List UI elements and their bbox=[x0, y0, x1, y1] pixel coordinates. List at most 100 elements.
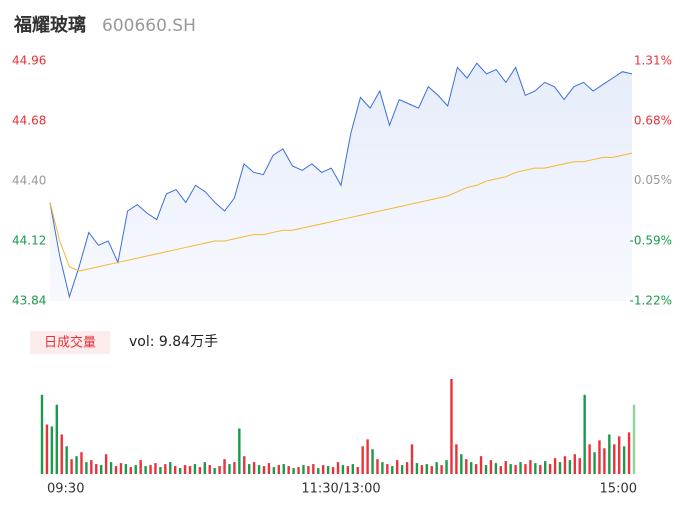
volume-bar bbox=[326, 466, 330, 474]
volume-bar bbox=[331, 467, 335, 474]
volume-bar bbox=[277, 465, 280, 474]
volume-bar bbox=[307, 466, 310, 474]
volume-bar bbox=[85, 462, 88, 474]
y-tick-label: 44.68 bbox=[12, 114, 46, 128]
y2-tick-label: 1.31% bbox=[634, 54, 672, 68]
volume-bar bbox=[386, 464, 389, 474]
volume-bar bbox=[90, 460, 93, 474]
volume-bar bbox=[618, 436, 621, 474]
volume-bar bbox=[598, 440, 601, 474]
volume-bar bbox=[272, 467, 276, 474]
volume-bar bbox=[129, 467, 132, 474]
volume-bar bbox=[312, 464, 315, 474]
volume-bar bbox=[336, 462, 340, 474]
volume-bar bbox=[75, 456, 78, 474]
volume-bar bbox=[381, 462, 384, 474]
volume-bar bbox=[228, 464, 231, 474]
volume-bar bbox=[50, 426, 54, 474]
x-tick-label: 15:00 bbox=[600, 482, 637, 497]
volume-bar bbox=[262, 466, 266, 474]
volume-bar bbox=[346, 466, 350, 474]
volume-bar bbox=[519, 462, 522, 474]
volume-bar bbox=[588, 444, 591, 474]
volume-bar bbox=[440, 465, 443, 474]
x-tick-label: 09:30 bbox=[47, 482, 84, 497]
volume-bar bbox=[65, 446, 68, 474]
volume-bar bbox=[553, 458, 557, 474]
volume-bar bbox=[465, 459, 468, 474]
volume-bar bbox=[203, 462, 206, 474]
volume-bar bbox=[376, 459, 379, 474]
stock-name: 福耀玻璃 bbox=[13, 14, 86, 36]
volume-bar bbox=[627, 432, 631, 474]
x-tick-label: 11:30/13:00 bbox=[301, 482, 380, 497]
volume-bar bbox=[223, 459, 226, 474]
volume-bar bbox=[139, 460, 142, 474]
volume-bar bbox=[119, 463, 123, 474]
volume-bar bbox=[445, 460, 448, 474]
volume-badge bbox=[30, 331, 110, 354]
volume-bar bbox=[558, 462, 562, 474]
volume-bar bbox=[514, 465, 517, 474]
volume-bar bbox=[499, 466, 502, 474]
volume-bar bbox=[317, 468, 320, 474]
volume-bar bbox=[479, 456, 483, 474]
volume-bar bbox=[213, 468, 216, 474]
volume-bar bbox=[45, 424, 49, 474]
y-tick-label: 43.84 bbox=[12, 294, 46, 308]
volume-bar bbox=[287, 466, 290, 474]
volume-bar bbox=[233, 462, 236, 474]
volume-bar bbox=[568, 460, 572, 474]
volume-bar bbox=[124, 464, 128, 474]
volume-bar bbox=[474, 464, 478, 474]
volume-bar bbox=[174, 466, 177, 474]
volume-bar bbox=[100, 465, 103, 474]
volume-bar bbox=[238, 428, 241, 474]
volume-bar bbox=[420, 465, 424, 474]
y2-tick-label: -1.22% bbox=[630, 294, 672, 308]
volume-bar bbox=[544, 461, 547, 474]
y2-tick-label: 0.68% bbox=[634, 113, 672, 127]
volume-bar bbox=[593, 452, 596, 474]
volume-bar bbox=[208, 465, 211, 474]
volume-bar bbox=[361, 446, 364, 474]
volume-bar bbox=[391, 466, 394, 474]
volume-bar bbox=[183, 465, 187, 474]
volume-bar bbox=[450, 378, 453, 474]
volume-bar bbox=[430, 466, 433, 474]
volume-bar bbox=[178, 468, 182, 474]
volume-bar bbox=[104, 454, 108, 474]
volume-bar bbox=[366, 439, 369, 474]
volume-total: vol: 9.84万手 bbox=[129, 334, 218, 350]
volume-bar bbox=[573, 454, 576, 474]
average-line bbox=[49, 152, 633, 272]
volume-bar bbox=[460, 454, 463, 474]
volume-bar bbox=[70, 459, 73, 474]
volume-bar bbox=[114, 466, 118, 474]
y-tick-label: 44.96 bbox=[12, 54, 46, 68]
volume-bar bbox=[608, 434, 611, 474]
y2-tick-label: -0.59% bbox=[630, 234, 672, 248]
volume-title: 日成交量 bbox=[44, 335, 96, 351]
volume-bar bbox=[322, 465, 325, 474]
y2-tick-label: 0.05% bbox=[634, 173, 672, 187]
volume-bar bbox=[80, 452, 83, 474]
volume-bar bbox=[144, 466, 147, 474]
volume-bar bbox=[252, 462, 256, 474]
volume-bar bbox=[425, 464, 428, 474]
volume-bar bbox=[548, 464, 552, 474]
volume-bar bbox=[410, 444, 414, 474]
volume-bar bbox=[578, 458, 581, 474]
volume-bar bbox=[435, 462, 438, 474]
volume-bar bbox=[494, 463, 498, 474]
volume-bar bbox=[351, 464, 354, 474]
volume-bar bbox=[524, 464, 527, 474]
volume-bar bbox=[613, 444, 616, 474]
volume-bar bbox=[55, 404, 58, 474]
volume-bar bbox=[583, 394, 586, 474]
volume-bar bbox=[40, 394, 44, 474]
volume-bar bbox=[134, 465, 137, 474]
volume-bar bbox=[539, 465, 542, 474]
volume-bar bbox=[603, 448, 606, 474]
